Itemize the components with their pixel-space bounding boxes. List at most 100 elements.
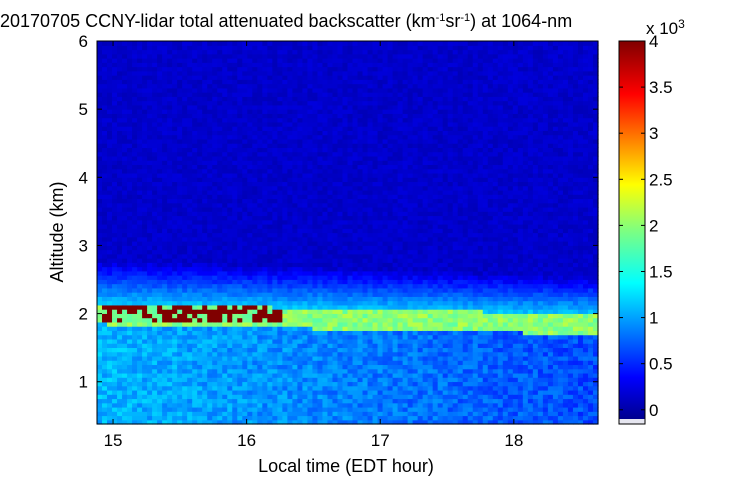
heatmap-cell (297, 164, 304, 170)
heatmap-cell (102, 304, 108, 310)
heatmap-cell (102, 164, 108, 170)
heatmap-cell (202, 300, 208, 306)
heatmap-cell (222, 143, 228, 148)
heatmap-cell (152, 194, 158, 200)
heatmap-cell (97, 181, 103, 187)
heatmap-cell (257, 343, 263, 348)
heatmap-cell (362, 66, 369, 72)
heatmap-cell (272, 155, 278, 161)
heatmap-cell (332, 241, 339, 246)
heatmap-cell (177, 223, 183, 229)
heatmap-cell (252, 219, 258, 225)
heatmap-cell (112, 419, 118, 425)
heatmap-cell (272, 172, 278, 178)
heatmap-cell (337, 177, 344, 183)
heatmap-cell (272, 223, 278, 229)
heatmap-cell (142, 223, 148, 229)
heatmap-cell (292, 168, 298, 174)
heatmap-cell (292, 317, 298, 323)
heatmap-cell (162, 79, 168, 85)
heatmap-cell (122, 245, 128, 251)
heatmap-cell (192, 211, 198, 217)
heatmap-cell (367, 317, 374, 323)
heatmap-cell (362, 372, 369, 378)
heatmap-cell (297, 360, 304, 366)
heatmap-cell (207, 249, 213, 255)
heatmap-cell (327, 177, 334, 183)
heatmap-cell (297, 372, 304, 378)
heatmap-cell (262, 249, 268, 255)
heatmap-cell (117, 368, 123, 374)
heatmap-cell (102, 104, 108, 110)
heatmap-cell (132, 206, 138, 212)
heatmap-cell (247, 279, 253, 285)
heatmap-cell (222, 70, 228, 76)
heatmap-cell (127, 377, 133, 383)
heatmap-cell (102, 117, 108, 123)
heatmap-cell (267, 151, 273, 157)
heatmap-cell (292, 121, 298, 127)
heatmap-cell (112, 53, 118, 59)
heatmap-cell (297, 389, 304, 395)
heatmap-cell (207, 279, 213, 285)
heatmap-cell (227, 134, 233, 140)
heatmap-cell (97, 241, 103, 246)
heatmap-cell (197, 377, 203, 383)
heatmap-cell (332, 317, 339, 323)
heatmap-cell (117, 219, 123, 225)
heatmap-cell (172, 211, 178, 217)
heatmap-cell (267, 283, 273, 289)
heatmap-cell (282, 355, 288, 361)
heatmap-cell (292, 75, 298, 80)
heatmap-cell (262, 406, 268, 412)
heatmap-cell (312, 398, 319, 404)
heatmap-cell (127, 126, 133, 131)
heatmap-cell (152, 347, 158, 353)
heatmap-cell (352, 198, 359, 204)
heatmap-cell (332, 143, 339, 148)
heatmap-cell (162, 364, 168, 370)
heatmap-cell (292, 241, 298, 246)
heatmap-cell (222, 262, 228, 268)
heatmap-cell (232, 109, 238, 114)
heatmap-cell (262, 49, 268, 55)
heatmap-cell (167, 181, 173, 187)
heatmap-cell (162, 232, 168, 238)
heatmap-cell (212, 275, 218, 280)
heatmap-cell (367, 300, 374, 306)
heatmap-cell (287, 130, 293, 136)
heatmap-cell (337, 389, 344, 395)
heatmap-cell (287, 321, 293, 327)
heatmap-cell (267, 202, 273, 208)
heatmap-cell (117, 389, 123, 395)
heatmap-cell (332, 283, 339, 289)
heatmap-cell (267, 262, 273, 268)
heatmap-cell (172, 398, 178, 404)
heatmap-cell (242, 109, 248, 114)
heatmap-cell (352, 402, 359, 408)
heatmap-cell (152, 41, 158, 46)
heatmap-cell (252, 177, 258, 183)
heatmap-cell (257, 58, 263, 63)
heatmap-cell (252, 338, 258, 344)
heatmap-cell (137, 75, 143, 80)
heatmap-cell (112, 117, 118, 123)
heatmap-cell (207, 75, 213, 80)
heatmap-cell (102, 389, 108, 395)
heatmap-cell (142, 330, 148, 336)
heatmap-cell (362, 347, 369, 353)
heatmap-cell (132, 232, 138, 238)
heatmap-cell (182, 194, 188, 200)
heatmap-cell (342, 300, 349, 306)
heatmap-cell (172, 368, 178, 374)
heatmap-cell (337, 75, 344, 80)
heatmap-cell (307, 70, 314, 76)
heatmap-cell (157, 334, 163, 340)
heatmap-cell (172, 134, 178, 140)
heatmap-cell (142, 415, 148, 421)
heatmap-cell (147, 121, 153, 127)
heatmap-cell (252, 253, 258, 259)
heatmap-cell (137, 334, 143, 340)
heatmap-cell (107, 292, 113, 297)
heatmap-cell (307, 266, 314, 272)
